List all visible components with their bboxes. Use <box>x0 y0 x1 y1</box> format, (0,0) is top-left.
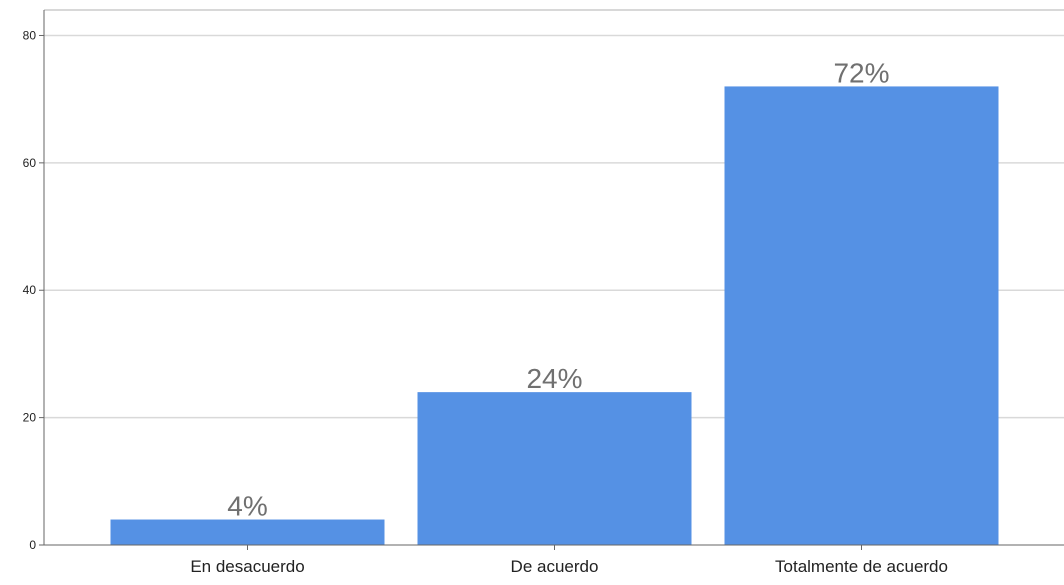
bar <box>724 86 999 545</box>
y-tick-label: 60 <box>23 156 37 170</box>
y-tick-label: 80 <box>23 28 37 42</box>
y-axis-ticks: 0 20 40 60 80 <box>23 28 44 552</box>
x-category-label: Totalmente de acuerdo <box>775 557 948 576</box>
y-tick-label: 40 <box>23 283 37 297</box>
data-labels: 4% 24% 72% <box>227 57 889 521</box>
x-category-label: En desacuerdo <box>190 557 304 576</box>
x-axis-labels: En desacuerdo De acuerdo Totalmente de acu… <box>190 545 948 576</box>
bar-value-label: 72% <box>833 57 889 88</box>
y-tick-label: 20 <box>23 411 37 425</box>
bar-value-label: 24% <box>526 363 582 394</box>
bar <box>110 519 385 545</box>
bar-value-label: 4% <box>227 491 267 522</box>
x-category-label: De acuerdo <box>511 557 599 576</box>
bar <box>417 392 692 545</box>
bars <box>110 86 999 545</box>
y-tick-label: 0 <box>29 538 36 552</box>
